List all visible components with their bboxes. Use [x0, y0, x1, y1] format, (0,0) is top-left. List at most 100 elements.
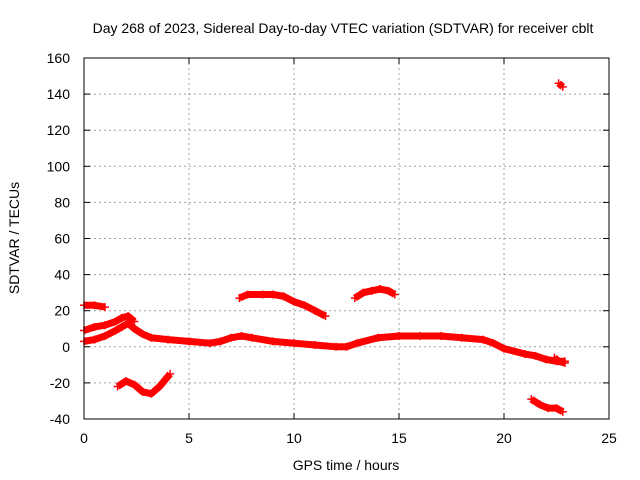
data-point [458, 333, 466, 342]
data-point [269, 290, 277, 299]
data-point [535, 400, 544, 409]
series-trace-1 [80, 301, 109, 312]
data-point [395, 331, 403, 340]
y-tick-label: 60 [54, 231, 70, 247]
y-tick-label: 100 [47, 158, 71, 174]
y-tick-label: 40 [54, 267, 70, 283]
data-point [300, 301, 309, 310]
data-point [166, 369, 175, 378]
data-point [554, 357, 563, 366]
data-point [138, 387, 147, 396]
series-trace-7 [527, 395, 567, 416]
data-point [558, 82, 567, 91]
data-point [350, 294, 359, 303]
chart-title: Day 268 of 2023, Sidereal Day-to-day VTE… [93, 20, 594, 36]
series-trace-9 [554, 79, 567, 91]
data-point [269, 337, 277, 346]
data-point [437, 331, 445, 340]
data-point [500, 344, 508, 353]
data-point [130, 324, 139, 333]
x-tick-label: 5 [185, 430, 193, 446]
data-point [111, 317, 120, 326]
data-point [311, 340, 319, 349]
tick-labels: 0 5 10 15 20 25 -40 -20 0 20 40 60 80 100 120 140 160 [47, 50, 617, 446]
y-tick-label: -40 [50, 411, 70, 427]
x-tick-label: 20 [496, 430, 512, 446]
data-point [130, 317, 139, 326]
y-tick-label: 0 [62, 339, 70, 355]
series-trace-5 [235, 290, 330, 321]
data-point [552, 404, 561, 413]
data-point [531, 351, 540, 360]
x-tick-label: 25 [601, 430, 617, 446]
series-trace-8 [550, 353, 569, 368]
data-point [101, 321, 109, 330]
data-point [321, 312, 330, 321]
data-point [376, 285, 385, 294]
data-point [243, 290, 252, 299]
data-point [235, 294, 244, 303]
y-axis-label: SDTVAR / TECUs [6, 182, 22, 294]
plot-frame [83, 57, 610, 420]
data-point [113, 382, 122, 391]
data-point [248, 333, 256, 342]
data-point [489, 339, 498, 348]
data-point [544, 404, 553, 413]
data-point [227, 333, 235, 342]
data-point [416, 331, 424, 340]
data-point [542, 355, 550, 364]
x-axis-label: GPS time / hours [293, 457, 400, 473]
data-point [390, 290, 399, 299]
data-point [290, 297, 298, 306]
series-trace-6 [350, 285, 399, 303]
data-point [164, 335, 172, 344]
data-point [117, 313, 126, 322]
data-point [550, 353, 559, 362]
data-point [560, 359, 569, 368]
data-point [90, 322, 99, 331]
data-point [353, 339, 361, 348]
data-point [138, 330, 147, 339]
data-point [101, 331, 109, 340]
data-point [521, 350, 529, 359]
data-point [342, 342, 351, 351]
x-tick-label: 0 [80, 430, 88, 446]
data-point [216, 337, 225, 346]
data-point [237, 331, 246, 340]
data-point [290, 339, 298, 348]
data-point [258, 290, 267, 299]
data-point [155, 382, 164, 391]
data-point [332, 342, 340, 351]
data-point [479, 335, 487, 344]
data-point [374, 333, 382, 342]
grid-lines [84, 58, 609, 419]
data-point [359, 288, 368, 297]
data-point [554, 79, 563, 88]
y-tick-label: -20 [50, 375, 70, 391]
data-point [147, 389, 156, 398]
data-point [122, 377, 130, 386]
y-tick-label: 120 [47, 122, 71, 138]
x-tick-label: 15 [391, 430, 407, 446]
series-trace-4 [113, 369, 175, 398]
data-point [124, 312, 133, 321]
data-point [147, 333, 156, 342]
data-point [111, 326, 120, 335]
data-point [367, 286, 376, 295]
data-point [527, 395, 536, 404]
data-point [90, 301, 99, 310]
y-tick-label: 140 [47, 86, 71, 102]
y-tick-label: 160 [47, 50, 71, 66]
data-point [311, 306, 319, 315]
data-point [90, 335, 99, 344]
x-tick-label: 10 [286, 430, 302, 446]
data-layer [80, 79, 569, 416]
data-point [206, 339, 214, 348]
data-point [130, 380, 139, 389]
y-tick-label: 20 [54, 303, 70, 319]
data-point [185, 337, 193, 346]
data-point [558, 407, 567, 416]
y-tick-label: 80 [54, 194, 70, 210]
data-point [279, 292, 288, 301]
